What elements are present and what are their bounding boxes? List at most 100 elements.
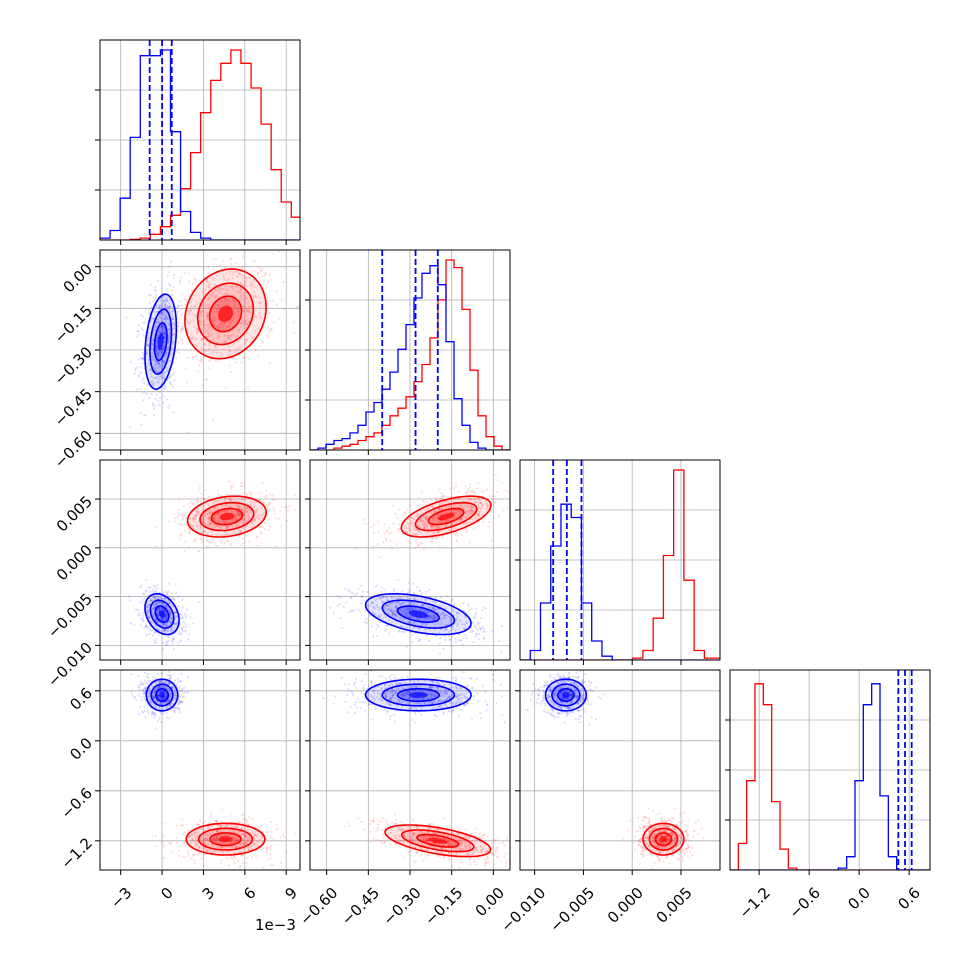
contour-blue <box>149 308 173 376</box>
scatter-point <box>248 836 251 839</box>
scatter-point <box>449 657 453 660</box>
scatter-point <box>162 844 165 847</box>
scatter-point <box>145 625 148 628</box>
scatter-point <box>245 338 248 341</box>
scatter-point <box>432 531 435 534</box>
scatter-point <box>245 840 248 843</box>
scatter-point <box>464 527 468 531</box>
scatter-point <box>439 623 442 626</box>
scatter-point <box>206 281 209 284</box>
scatter-point <box>249 307 252 310</box>
scatter-point <box>154 603 157 606</box>
scatter-point <box>236 347 239 350</box>
scatter-point <box>434 600 437 604</box>
scatter-point <box>199 530 202 533</box>
scatter-point <box>177 686 180 690</box>
scatter-point <box>406 615 409 618</box>
scatter-point <box>160 367 163 370</box>
scatter-point <box>399 603 403 606</box>
scatter-point <box>129 426 132 429</box>
scatter-point <box>267 504 270 507</box>
scatter-point <box>500 650 503 653</box>
scatter-point <box>407 588 410 591</box>
scatter-point <box>167 346 170 349</box>
scatter-point <box>244 314 248 317</box>
scatter-point <box>412 603 415 606</box>
scatter-point <box>421 519 424 522</box>
scatter-point <box>165 615 169 618</box>
scatter-point <box>200 314 203 317</box>
scatter-point <box>202 837 205 840</box>
scatter-point <box>282 281 285 284</box>
scatter-point <box>247 837 250 840</box>
scatter-point <box>252 279 255 282</box>
scatter-point <box>140 372 143 375</box>
x-tick-label: 0.6 <box>894 884 924 914</box>
scatter-point <box>206 318 209 321</box>
scatter-point <box>214 507 217 510</box>
scatter-point <box>169 304 172 308</box>
scatter-point <box>247 386 250 389</box>
scatter-point <box>151 620 154 623</box>
scatter-point <box>166 614 169 617</box>
scatter-point <box>149 369 152 372</box>
scatter-point <box>221 300 224 303</box>
scatter-point <box>465 528 468 531</box>
scatter-point <box>163 330 166 333</box>
scatter-point <box>476 622 479 625</box>
scatter-point <box>233 855 236 858</box>
scatter-point <box>377 615 380 618</box>
scatter-point <box>224 322 227 325</box>
scatter-point <box>162 359 165 363</box>
scatter-point <box>155 339 158 342</box>
scatter-point <box>424 617 427 621</box>
scatter-point <box>167 336 170 339</box>
scatter-point <box>207 524 210 527</box>
scatter-point <box>200 526 203 529</box>
scatter-point <box>198 527 201 530</box>
scatter-point <box>469 521 472 524</box>
scatter-point <box>240 361 243 364</box>
scatter-point <box>376 597 379 601</box>
scatter-point <box>170 617 173 620</box>
scatter-point <box>210 812 213 815</box>
scatter-point <box>459 513 462 516</box>
scatter-point <box>477 638 480 641</box>
scatter-point <box>177 348 180 351</box>
scatter-point <box>215 835 218 838</box>
scatter-point <box>158 601 161 605</box>
scatter-point <box>155 376 158 379</box>
scatter-point <box>270 830 273 834</box>
scatter-point <box>202 521 205 525</box>
scatter-point <box>377 543 380 546</box>
scatter-point <box>275 290 278 293</box>
scatter-point <box>160 364 164 367</box>
scatter-point <box>437 507 441 510</box>
scatter-point <box>479 626 482 630</box>
scatter-point <box>203 497 206 500</box>
scatter-point <box>191 518 194 521</box>
scatter-point <box>226 526 229 529</box>
scatter-point <box>382 617 385 620</box>
scatter-point <box>241 509 244 512</box>
scatter-point <box>159 299 162 302</box>
scatter-point <box>142 413 145 416</box>
scatter-point <box>436 531 439 534</box>
scatter-point <box>194 525 197 528</box>
scatter-point <box>231 330 234 333</box>
scatter-point <box>220 542 223 545</box>
scatter-point <box>438 631 441 635</box>
scatter-point <box>417 627 420 630</box>
scatter-point <box>139 614 142 617</box>
scatter-point <box>167 634 170 638</box>
scatter-point <box>148 597 151 600</box>
scatter-point <box>140 357 143 360</box>
scatter-point <box>379 597 382 600</box>
scatter-point <box>235 845 238 848</box>
scatter-point <box>167 342 170 345</box>
scatter-point <box>224 299 227 302</box>
scatter-point <box>241 814 244 817</box>
scatter-point <box>161 603 164 607</box>
scatter-point <box>441 536 444 539</box>
scatter-point <box>341 627 344 630</box>
